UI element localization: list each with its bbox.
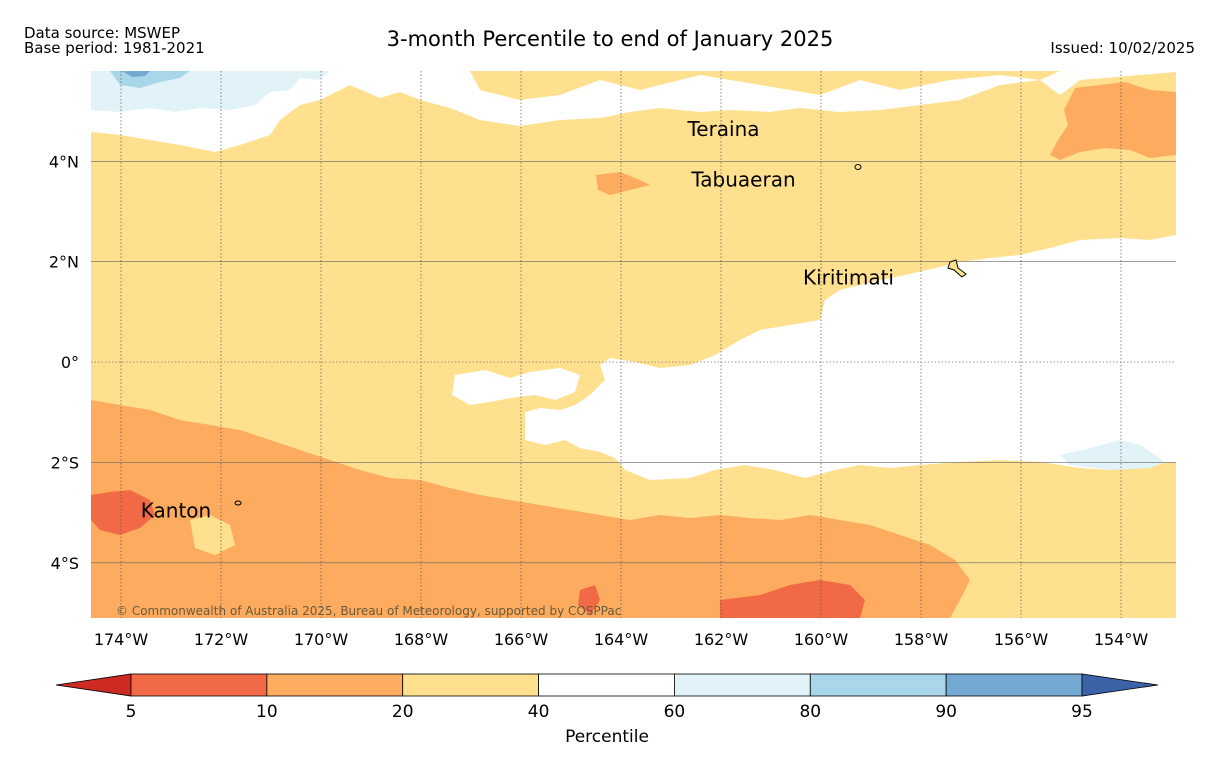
colorbar-segment — [674, 673, 811, 697]
colorbar: 5 10 20 40 60 80 90 95 — [55, 673, 1159, 722]
region-5-10-south-centre — [720, 580, 865, 618]
colorbar-extend-high — [1081, 673, 1159, 697]
region-90-95-north-west — [122, 71, 150, 77]
colorbar-segment — [945, 673, 1083, 697]
colorbar-tick-label: 95 — [1071, 702, 1093, 722]
colorbar-tick-label: 60 — [664, 702, 686, 722]
island-outlines — [234, 164, 967, 506]
place-label: Teraina — [686, 117, 759, 141]
map-title: 3-month Percentile to end of January 202… — [387, 27, 834, 51]
place-label: Kanton — [141, 499, 211, 523]
lat-tick-label: 4°N — [49, 152, 79, 171]
lat-tick-label: 2°S — [51, 453, 79, 472]
region-5-10-south-spot — [578, 585, 600, 615]
colorbar-tick-label: 80 — [799, 702, 821, 722]
kanton-island — [234, 500, 242, 506]
lon-tick-label: 166°W — [494, 630, 549, 649]
colorbar-segment — [538, 673, 675, 697]
lon-tick-label: 174°W — [94, 630, 149, 649]
base-period-label: Base period: 1981-2021 — [24, 39, 205, 57]
lon-tick-label: 154°W — [1094, 630, 1149, 649]
colorbar-tick-label: 5 — [126, 702, 137, 722]
colorbar-tick-label: 90 — [935, 702, 957, 722]
issued-date: Issued: 10/02/2025 — [1050, 39, 1195, 57]
place-labels: Teraina Tabuaeran Kiritimati Kanton — [141, 117, 894, 522]
region-40-60-north-west — [91, 71, 1176, 152]
region-10-20-north-east — [1050, 82, 1176, 160]
region-10-20-north-mid — [596, 172, 650, 195]
region-5-10-south-west — [91, 490, 155, 535]
colorbar-extend-low — [55, 673, 132, 697]
place-label: Kiritimati — [803, 265, 894, 289]
longitude-gridlines — [120, 71, 1122, 618]
colorbar-tick-label: 10 — [256, 702, 278, 722]
lon-tick-label: 158°W — [894, 630, 949, 649]
region-10-20-south — [91, 400, 970, 618]
colorbar-tick-label: 20 — [392, 702, 414, 722]
kiritimati-island — [947, 259, 967, 278]
colorbar-tick-label: 40 — [528, 702, 550, 722]
lon-tick-label: 156°W — [994, 630, 1049, 649]
lon-tick-label: 160°W — [794, 630, 849, 649]
data-source-label: Data source: MSWEP — [24, 24, 180, 42]
colorbar-title: Percentile — [565, 727, 649, 747]
colorbar-segment — [809, 673, 947, 697]
colorbar-segment — [130, 673, 268, 697]
lat-tick-label: 2°N — [49, 253, 79, 272]
tabuaeran-island — [854, 164, 862, 170]
lat-tick-label: 4°S — [51, 554, 79, 573]
lon-tick-label: 172°W — [194, 630, 249, 649]
lon-tick-label: 162°W — [694, 630, 749, 649]
latitude-tick-labels: 4°N 2°N 0° 2°S 4°S — [49, 152, 79, 572]
lon-tick-label: 164°W — [594, 630, 649, 649]
lon-tick-label: 168°W — [394, 630, 449, 649]
region-40-60-central — [525, 235, 1176, 480]
lat-tick-label: 0° — [61, 353, 79, 372]
latitude-gridlines — [91, 160, 1176, 564]
region-20-40-south-patch — [190, 515, 235, 555]
place-label: Tabuaeran — [690, 167, 795, 191]
longitude-tick-labels: 174°W 172°W 170°W 168°W 166°W 164°W 162°W 160°W… — [94, 630, 1149, 649]
colorbar-segment — [266, 673, 404, 697]
region-40-60-west-patch — [452, 368, 580, 405]
colorbar-segment — [402, 673, 539, 697]
percentile-map: Teraina Tabuaeran Kiritimati Kanton © Commo… — [91, 71, 1176, 618]
copyright-notice: © Commonwealth of Australia 2025, Bureau… — [116, 604, 621, 618]
lon-tick-label: 170°W — [294, 630, 349, 649]
